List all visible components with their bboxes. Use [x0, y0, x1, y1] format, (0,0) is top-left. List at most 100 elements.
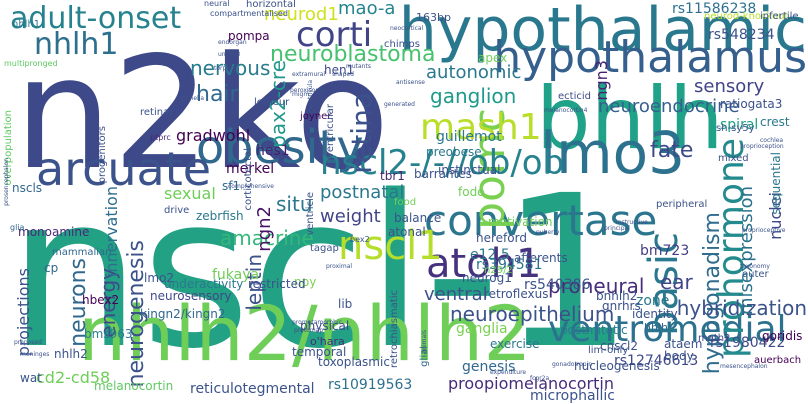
- cloud-word: rs548234: [708, 27, 775, 43]
- cloud-word: pompa: [228, 29, 270, 43]
- cloud-word: generated: [384, 101, 415, 108]
- cloud-word: gradwohl: [176, 126, 251, 145]
- cloud-word: nhlh1: [34, 27, 119, 62]
- cloud-word: corticotectal: [243, 148, 254, 211]
- cloud-word: mammalian: [52, 247, 112, 258]
- cloud-word: weight: [320, 206, 381, 227]
- cloud-word: e12.5: [470, 247, 510, 263]
- cloud-word: nucleogenesis: [574, 359, 660, 373]
- cloud-word: extramural: [292, 71, 326, 78]
- cloud-word: retinal: [140, 107, 172, 118]
- cloud-word: restricted: [248, 277, 306, 291]
- cloud-word: unc5h3: [218, 51, 241, 58]
- cloud-word: cd2-cd58: [36, 368, 111, 387]
- cloud-word: n2ko: [14, 23, 390, 204]
- cloud-word: tagap: [310, 243, 339, 254]
- cloud-word: microphallic: [530, 388, 615, 404]
- cloud-word: bnhlh2: [596, 289, 638, 303]
- cloud-word: hereford: [476, 231, 527, 245]
- cloud-word: atonal: [388, 225, 426, 239]
- cloud-word: gnrhrs: [602, 299, 641, 313]
- cloud-word: horizontal: [246, 0, 296, 10]
- cloud-word: wat: [20, 371, 42, 385]
- cloud-word: epithelia: [178, 95, 205, 102]
- cloud-word: lib: [338, 297, 353, 311]
- cloud-word: rs394581: [476, 257, 543, 273]
- cloud-word: torpor: [214, 65, 233, 72]
- cloud-word: fcgr2a: [530, 375, 550, 382]
- cloud-word: proximal: [326, 263, 353, 270]
- cloud-word: spiral: [720, 117, 759, 133]
- cloud-word: obesity: [196, 120, 364, 174]
- cloud-word: apex: [478, 51, 508, 65]
- cloud-word: progenitors: [97, 126, 108, 184]
- cloud-word: instinctual: [438, 163, 501, 177]
- cloud-word: infertile: [760, 11, 799, 22]
- cloud-word: mutants: [346, 63, 371, 70]
- cloud-word: mesencephalon: [720, 363, 768, 370]
- cloud-word: cp: [44, 261, 59, 275]
- cloud-word: zone: [636, 293, 670, 309]
- cloud-word: ngn3: [592, 60, 611, 101]
- cloud-word: exercise: [490, 337, 540, 351]
- cloud-word: temporal: [292, 345, 347, 359]
- cloud-word: migm: [292, 91, 310, 98]
- cloud-word: reticulotegmental: [190, 381, 315, 397]
- cloud-word: ventral: [424, 284, 488, 305]
- cloud-word: zebrfish: [196, 209, 244, 223]
- cloud-word: neurod1: [264, 4, 339, 25]
- cloud-word: nhlh2: [54, 347, 88, 361]
- cloud-word: mixed: [718, 153, 749, 164]
- cloud-word: neocortical: [390, 25, 424, 32]
- cloud-word: fate: [650, 138, 694, 163]
- cloud-word: convertase: [424, 196, 658, 245]
- cloud-word: ptprc: [150, 133, 171, 142]
- cloud-word: bms963: [84, 327, 133, 341]
- cloud-word: nscl1: [338, 223, 443, 269]
- cloud-word: neurog1: [462, 271, 512, 285]
- cloud-word: peroxisome: [290, 87, 325, 94]
- cloud-word: cnscl2: [600, 339, 639, 353]
- cloud-word: antisense: [396, 79, 425, 86]
- cloud-word: hybridization: [676, 296, 807, 320]
- cloud-word: ngn2: [254, 206, 275, 252]
- cloud-word: sensory: [694, 76, 765, 97]
- cloud-word: proposed: [14, 339, 42, 346]
- cloud-word: melanocortin: [94, 379, 174, 393]
- cloud-word: ventromedial: [548, 309, 787, 350]
- cloud-word: corti: [296, 15, 373, 55]
- cloud-word: joyner: [300, 111, 332, 122]
- cloud-word: motivation: [488, 215, 553, 229]
- cloud-word: glia: [10, 223, 25, 232]
- cloud-word: o'hara: [310, 335, 345, 348]
- cloud-word: compartmentalised: [210, 9, 288, 18]
- cloud-word: neuroendocrine: [598, 96, 740, 117]
- cloud-word: postmitotic: [560, 323, 628, 337]
- cloud-word: sequential: [769, 152, 783, 215]
- cloud-word: kingn2/kingn2: [140, 307, 226, 321]
- cloud-word: rs1980422: [710, 335, 786, 351]
- cloud-word: 163bp: [416, 11, 451, 24]
- cloud-word: barrantes: [414, 167, 472, 181]
- cloud-word: rs540386: [524, 277, 591, 293]
- cloud-word: goridis: [762, 329, 803, 343]
- cloud-word: physical: [300, 319, 350, 333]
- cloud-word: hbex2: [82, 293, 120, 307]
- cloud-word: proprioception: [740, 143, 784, 150]
- cloud-word: neurosensory: [150, 289, 232, 303]
- cloud-word: retroflexus: [484, 287, 549, 301]
- cloud-word: neurod-knockout: [704, 11, 789, 22]
- cloud-word: food: [394, 197, 417, 208]
- cloud-word: proneural: [548, 274, 645, 298]
- cloud-word: neural: [204, 0, 230, 8]
- cloud-word: underactivity: [164, 277, 244, 291]
- cloud-word: genesis: [462, 359, 516, 375]
- cloud-word: ear: [660, 270, 693, 294]
- cloud-word: principal: [604, 225, 630, 232]
- cloud-word: preobese: [426, 145, 482, 159]
- cloud-word: lemeur: [254, 97, 290, 108]
- cloud-word: retrochiasmatic: [389, 290, 400, 368]
- cloud-word: cochlea: [760, 137, 784, 144]
- cloud-word: nscls: [12, 181, 43, 195]
